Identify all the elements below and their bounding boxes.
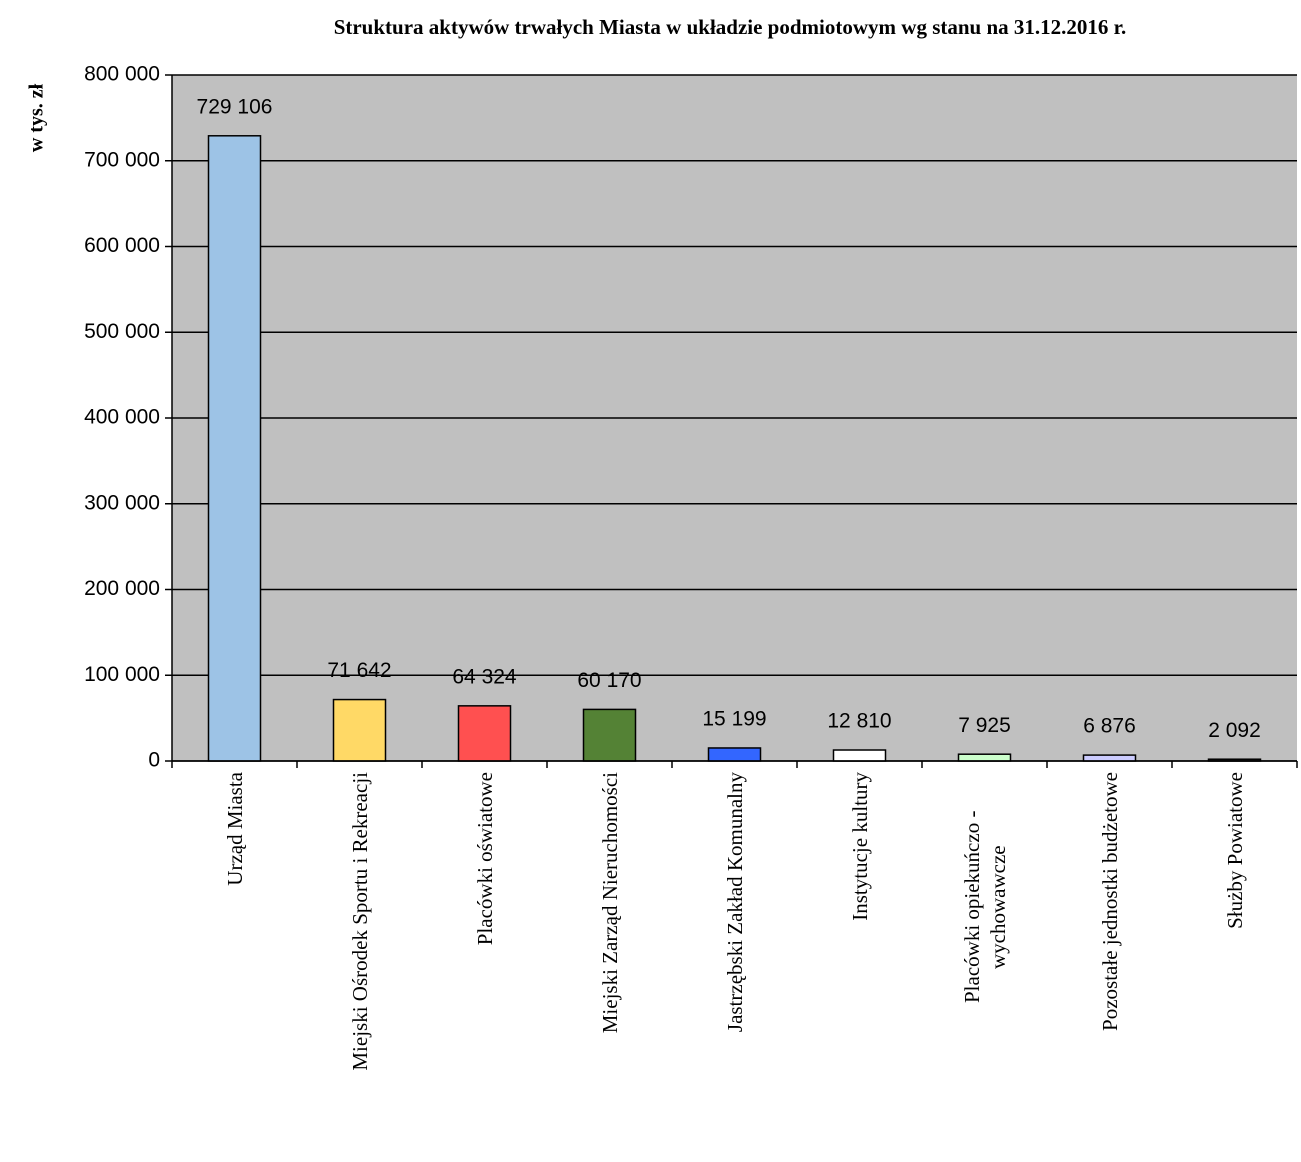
x-tick-label: Miejski Ośrodek Sportu i Rekreacji	[347, 772, 372, 1071]
y-tick-label: 800 000	[84, 63, 160, 86]
x-tick-label: Placówki opiekuńczo - wychowawcze	[959, 810, 1010, 1004]
x-tick-label: Służby Powiatowe	[1222, 772, 1247, 929]
data-label: 7 925	[958, 714, 1011, 737]
bar	[1082, 754, 1137, 762]
bar	[332, 698, 387, 762]
y-tick-label: 500 000	[84, 320, 160, 343]
bar	[832, 749, 887, 762]
y-tick-label: 400 000	[84, 406, 160, 429]
y-axis-label: w tys. zł	[26, 83, 48, 152]
data-label: 2 092	[1208, 719, 1261, 742]
data-label: 60 170	[577, 669, 641, 692]
data-label: 6 876	[1083, 715, 1136, 738]
data-label: 729 106	[197, 95, 273, 118]
bar	[957, 753, 1012, 762]
x-tick-label: Urząd Miasta	[222, 772, 247, 886]
y-tick-label: 600 000	[84, 234, 160, 257]
bar	[457, 705, 512, 762]
data-label: 12 810	[827, 710, 891, 733]
data-label: 71 642	[327, 659, 391, 682]
x-tick-label: Miejski Zarząd Nieruchomości	[597, 772, 622, 1034]
chart-title: Struktura aktywów trwałych Miasta w ukła…	[334, 15, 1127, 39]
y-tick-label: 100 000	[84, 663, 160, 686]
y-tick-label: 200 000	[84, 577, 160, 600]
data-label: 15 199	[702, 708, 766, 731]
y-tick-label: 300 000	[84, 491, 160, 514]
x-tick-label: Instytucje kultury	[847, 772, 872, 921]
bar	[207, 135, 262, 762]
y-tick-label: 0	[148, 749, 160, 772]
bar	[582, 708, 637, 762]
x-tick-label: Jastrzębski Zakład Komunalny	[722, 772, 747, 1033]
data-label: 64 324	[452, 665, 517, 688]
x-tick-label: Placówki oświatowe	[472, 772, 497, 946]
x-tick-label: Pozostałe jednostki budżetowe	[1097, 772, 1122, 1031]
bar	[707, 747, 762, 762]
y-tick-label: 700 000	[84, 148, 160, 171]
